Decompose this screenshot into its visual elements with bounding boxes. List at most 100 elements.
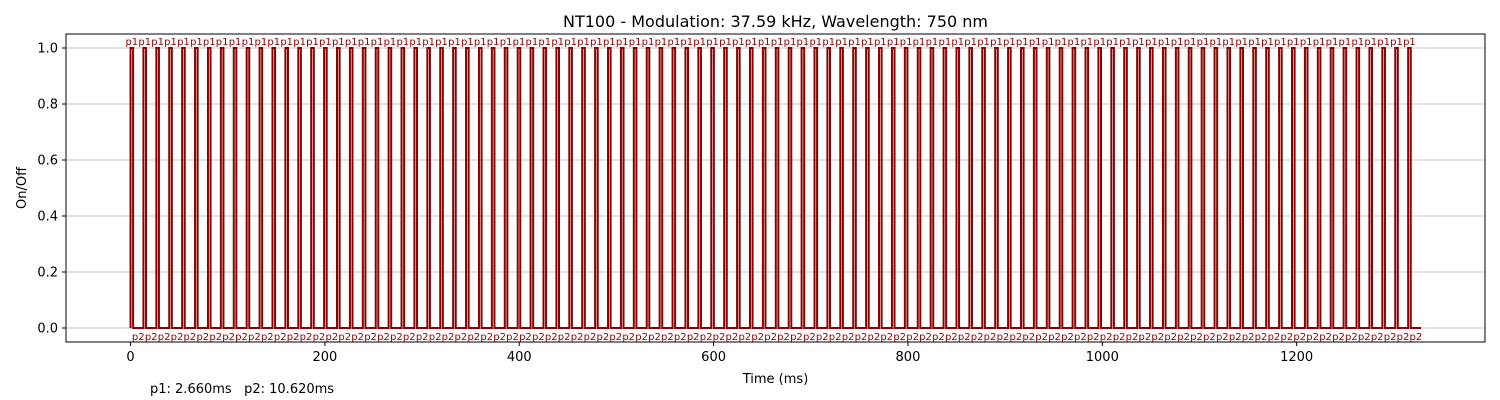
off-pulse-label: p2 xyxy=(429,332,442,343)
on-pulse-label: p1 xyxy=(1132,37,1145,48)
off-pulse-label: p2 xyxy=(261,332,274,343)
on-pulse-label: p1 xyxy=(848,37,861,48)
on-pulse-label: p1 xyxy=(1042,37,1055,48)
off-pulse-label: p2 xyxy=(584,332,597,343)
off-pulse-label: p2 xyxy=(132,332,145,343)
pulse-duration-note: p1: 2.660ms p2: 10.620ms xyxy=(150,382,334,397)
on-pulse-label: p1 xyxy=(913,37,926,48)
on-pulse-label: p1 xyxy=(358,37,371,48)
off-pulse-label: p2 xyxy=(1113,332,1126,343)
chart-title: NT100 - Modulation: 37.59 kHz, Wavelengt… xyxy=(563,12,988,31)
on-pulse-label: p1 xyxy=(164,37,177,48)
off-pulse-label: p2 xyxy=(364,332,377,343)
p1-duration: p1: 2.660ms xyxy=(150,382,232,397)
off-pulse-label: p2 xyxy=(1087,332,1100,343)
on-pulse-label: p1 xyxy=(693,37,706,48)
on-pulse-label: p1 xyxy=(1171,37,1184,48)
off-pulse-label: p2 xyxy=(997,332,1010,343)
on-pulse-label: p1 xyxy=(861,37,874,48)
on-pulse-label: p1 xyxy=(216,37,229,48)
on-pulse-label: p1 xyxy=(642,37,655,48)
on-pulse-label: p1 xyxy=(667,37,680,48)
off-pulse-label: p2 xyxy=(300,332,313,343)
off-pulse-label: p2 xyxy=(377,332,390,343)
off-pulse-label: p2 xyxy=(184,332,197,343)
on-pulse-label: p1 xyxy=(1158,37,1171,48)
off-pulse-label: p2 xyxy=(726,332,739,343)
off-pulse-label: p2 xyxy=(1397,332,1410,343)
off-pulse-label: p2 xyxy=(222,332,235,343)
off-pulse-label: p2 xyxy=(1371,332,1384,343)
off-pulse-label: p2 xyxy=(945,332,958,343)
on-pulse-label: p1 xyxy=(448,37,461,48)
on-pulse-label: p1 xyxy=(255,37,268,48)
off-pulse-label: p2 xyxy=(816,332,829,343)
on-pulse-label: p1 xyxy=(809,37,822,48)
on-pulse-label: p1 xyxy=(603,37,616,48)
x-tick-label: 600 xyxy=(701,350,726,365)
off-pulse-label: p2 xyxy=(1345,332,1358,343)
off-pulse-label: p2 xyxy=(1319,332,1332,343)
off-pulse-label: p2 xyxy=(635,332,648,343)
on-pulse-label: p1 xyxy=(616,37,629,48)
off-pulse-label: p2 xyxy=(1203,332,1216,343)
on-pulse-label: p1 xyxy=(500,37,513,48)
pulse-line xyxy=(129,47,1422,329)
on-pulse-label: p1 xyxy=(629,37,642,48)
on-pulse-label: p1 xyxy=(1145,37,1158,48)
off-pulse-label: p2 xyxy=(1242,332,1255,343)
on-pulse-label: p1 xyxy=(964,37,977,48)
off-pulse-label: p2 xyxy=(932,332,945,343)
off-pulse-label: p2 xyxy=(171,332,184,343)
on-pulse-label: p1 xyxy=(177,37,190,48)
on-pulse-label: p1 xyxy=(345,37,358,48)
off-pulse-label: p2 xyxy=(235,332,248,343)
on-pulse-label: p1 xyxy=(926,37,939,48)
off-pulse-label: p2 xyxy=(674,332,687,343)
off-pulse-label: p2 xyxy=(597,332,610,343)
off-pulse-label: p2 xyxy=(829,332,842,343)
off-pulse-label: p2 xyxy=(1293,332,1306,343)
on-pulse-label: p1 xyxy=(1313,37,1326,48)
off-pulse-label: p2 xyxy=(790,332,803,343)
off-pulse-label: p2 xyxy=(661,332,674,343)
on-pulse-label: p1 xyxy=(1055,37,1068,48)
on-pulse-label: p1 xyxy=(229,37,242,48)
on-pulse-label: p1 xyxy=(706,37,719,48)
on-pulse-label: p1 xyxy=(719,37,732,48)
off-pulse-label: p2 xyxy=(880,332,893,343)
off-pulse-label: p2 xyxy=(196,332,209,343)
off-pulse-label: p2 xyxy=(416,332,429,343)
on-pulse-label: p1 xyxy=(538,37,551,48)
off-pulse-label: p2 xyxy=(700,332,713,343)
on-pulse-label: p1 xyxy=(138,37,151,48)
on-pulse-label: p1 xyxy=(125,37,138,48)
off-pulse-label: p2 xyxy=(545,332,558,343)
on-pulse-label: p1 xyxy=(151,37,164,48)
off-pulse-label: p2 xyxy=(403,332,416,343)
off-pulse-label: p2 xyxy=(390,332,403,343)
on-pulse-label: p1 xyxy=(1274,37,1287,48)
on-pulse-label: p1 xyxy=(1300,37,1313,48)
off-pulse-label: p2 xyxy=(325,332,338,343)
on-pulse-label: p1 xyxy=(1390,37,1403,48)
off-pulse-label: p2 xyxy=(1022,332,1035,343)
on-pulse-label: p1 xyxy=(1106,37,1119,48)
on-pulse-label: p1 xyxy=(461,37,474,48)
off-pulse-label: p2 xyxy=(958,332,971,343)
off-pulse-label: p2 xyxy=(1126,332,1139,343)
on-pulse-label: p1 xyxy=(474,37,487,48)
off-pulse-label: p2 xyxy=(1164,332,1177,343)
on-pulse-label: p1 xyxy=(758,37,771,48)
off-pulse-label: p2 xyxy=(868,332,881,343)
on-pulse-label: p1 xyxy=(977,37,990,48)
on-pulse-label: p1 xyxy=(784,37,797,48)
off-pulse-label: p2 xyxy=(777,332,790,343)
on-pulse-label: p1 xyxy=(242,37,255,48)
x-tick-label: 1200 xyxy=(1280,350,1313,365)
off-pulse-label: p2 xyxy=(1048,332,1061,343)
x-axis-ticks: 0 200 400 600 800 1000 1200 xyxy=(126,342,1313,365)
on-pulse-label: p1 xyxy=(1003,37,1016,48)
off-pulse-label: p2 xyxy=(1268,332,1281,343)
off-pulse-label: p2 xyxy=(338,332,351,343)
